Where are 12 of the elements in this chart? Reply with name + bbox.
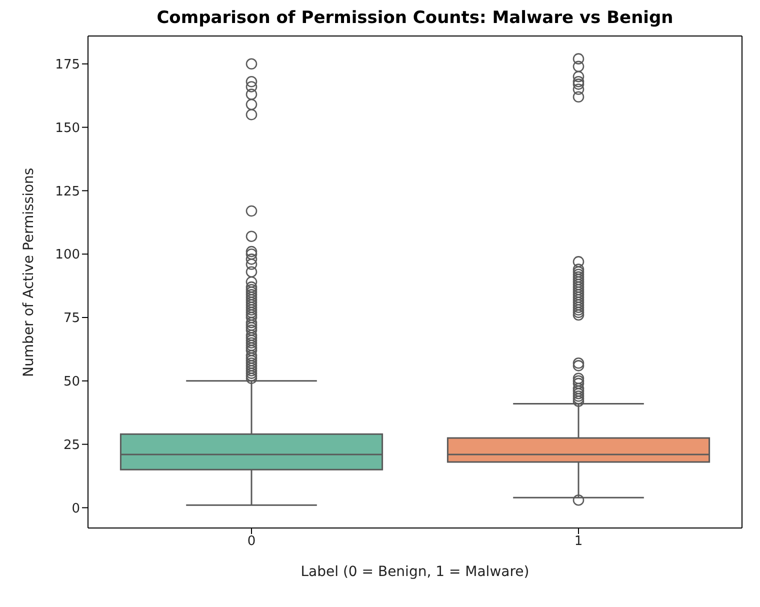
chart-title: Comparison of Permission Counts: Malware vs Benign — [156, 8, 674, 28]
y-tick-label: 25 — [63, 438, 80, 453]
y-axis-title: Number of Active Permissions — [20, 168, 37, 377]
x-tick-label: 1 — [574, 534, 583, 550]
y-tick-label: 50 — [63, 374, 80, 390]
x-axis-title: Label (0 = Benign, 1 = Malware) — [300, 564, 530, 580]
y-tick-label: 150 — [55, 120, 80, 136]
y-tick-label: 175 — [55, 58, 80, 73]
y-tick-label: 100 — [55, 248, 80, 263]
y-tick-label: 0 — [72, 501, 80, 516]
y-tick-label: 75 — [63, 311, 80, 326]
y-tick-label: 125 — [55, 184, 80, 200]
